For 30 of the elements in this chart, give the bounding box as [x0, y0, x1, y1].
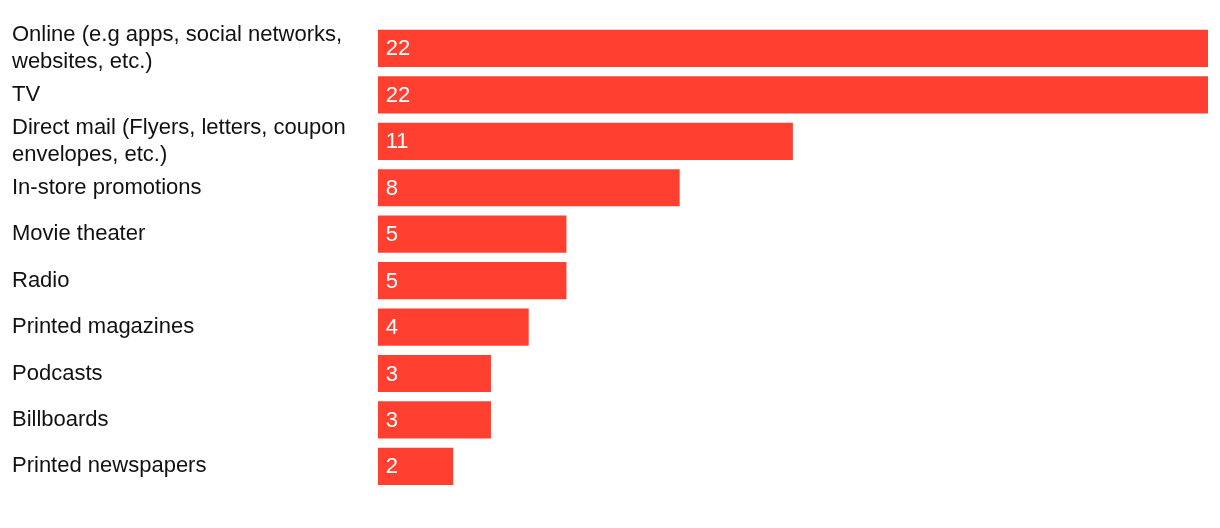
y-tick-label: TV	[12, 80, 41, 106]
data-label: 8	[385, 174, 399, 200]
bar	[377, 169, 680, 207]
bar	[377, 262, 567, 300]
data-label: 3	[385, 360, 399, 386]
y-tick-label: Podcasts	[12, 359, 103, 385]
data-label: 5	[385, 221, 399, 247]
data-label: 11	[385, 128, 409, 154]
y-tick-label: Online (e.g apps, social networks, websites, etc.)	[11, 21, 343, 73]
data-label: 2	[385, 453, 399, 479]
bar	[377, 29, 1208, 67]
y-tick-label: Direct mail (Flyers, letters, coupon envelopes, etc.)	[12, 114, 346, 166]
data-label: 5	[385, 267, 399, 293]
data-label: 22	[385, 35, 411, 61]
bar	[377, 401, 491, 439]
bar	[377, 354, 491, 393]
y-tick-label: Printed magazines	[12, 313, 195, 339]
bar	[377, 122, 793, 160]
y-tick-label: Movie theater	[12, 220, 146, 246]
data-label: 3	[385, 407, 399, 432]
y-tick-label: Radio	[12, 266, 70, 292]
bar	[377, 76, 1208, 114]
data-label: 22	[385, 81, 411, 107]
bar	[377, 215, 567, 253]
bar	[377, 447, 454, 485]
data-label: 4	[385, 314, 399, 340]
y-tick-label: Billboards	[12, 406, 109, 431]
y-tick-label: In-store promotions	[12, 173, 202, 199]
bar	[377, 308, 529, 346]
y-tick-label: Printed newspapers	[12, 452, 207, 478]
